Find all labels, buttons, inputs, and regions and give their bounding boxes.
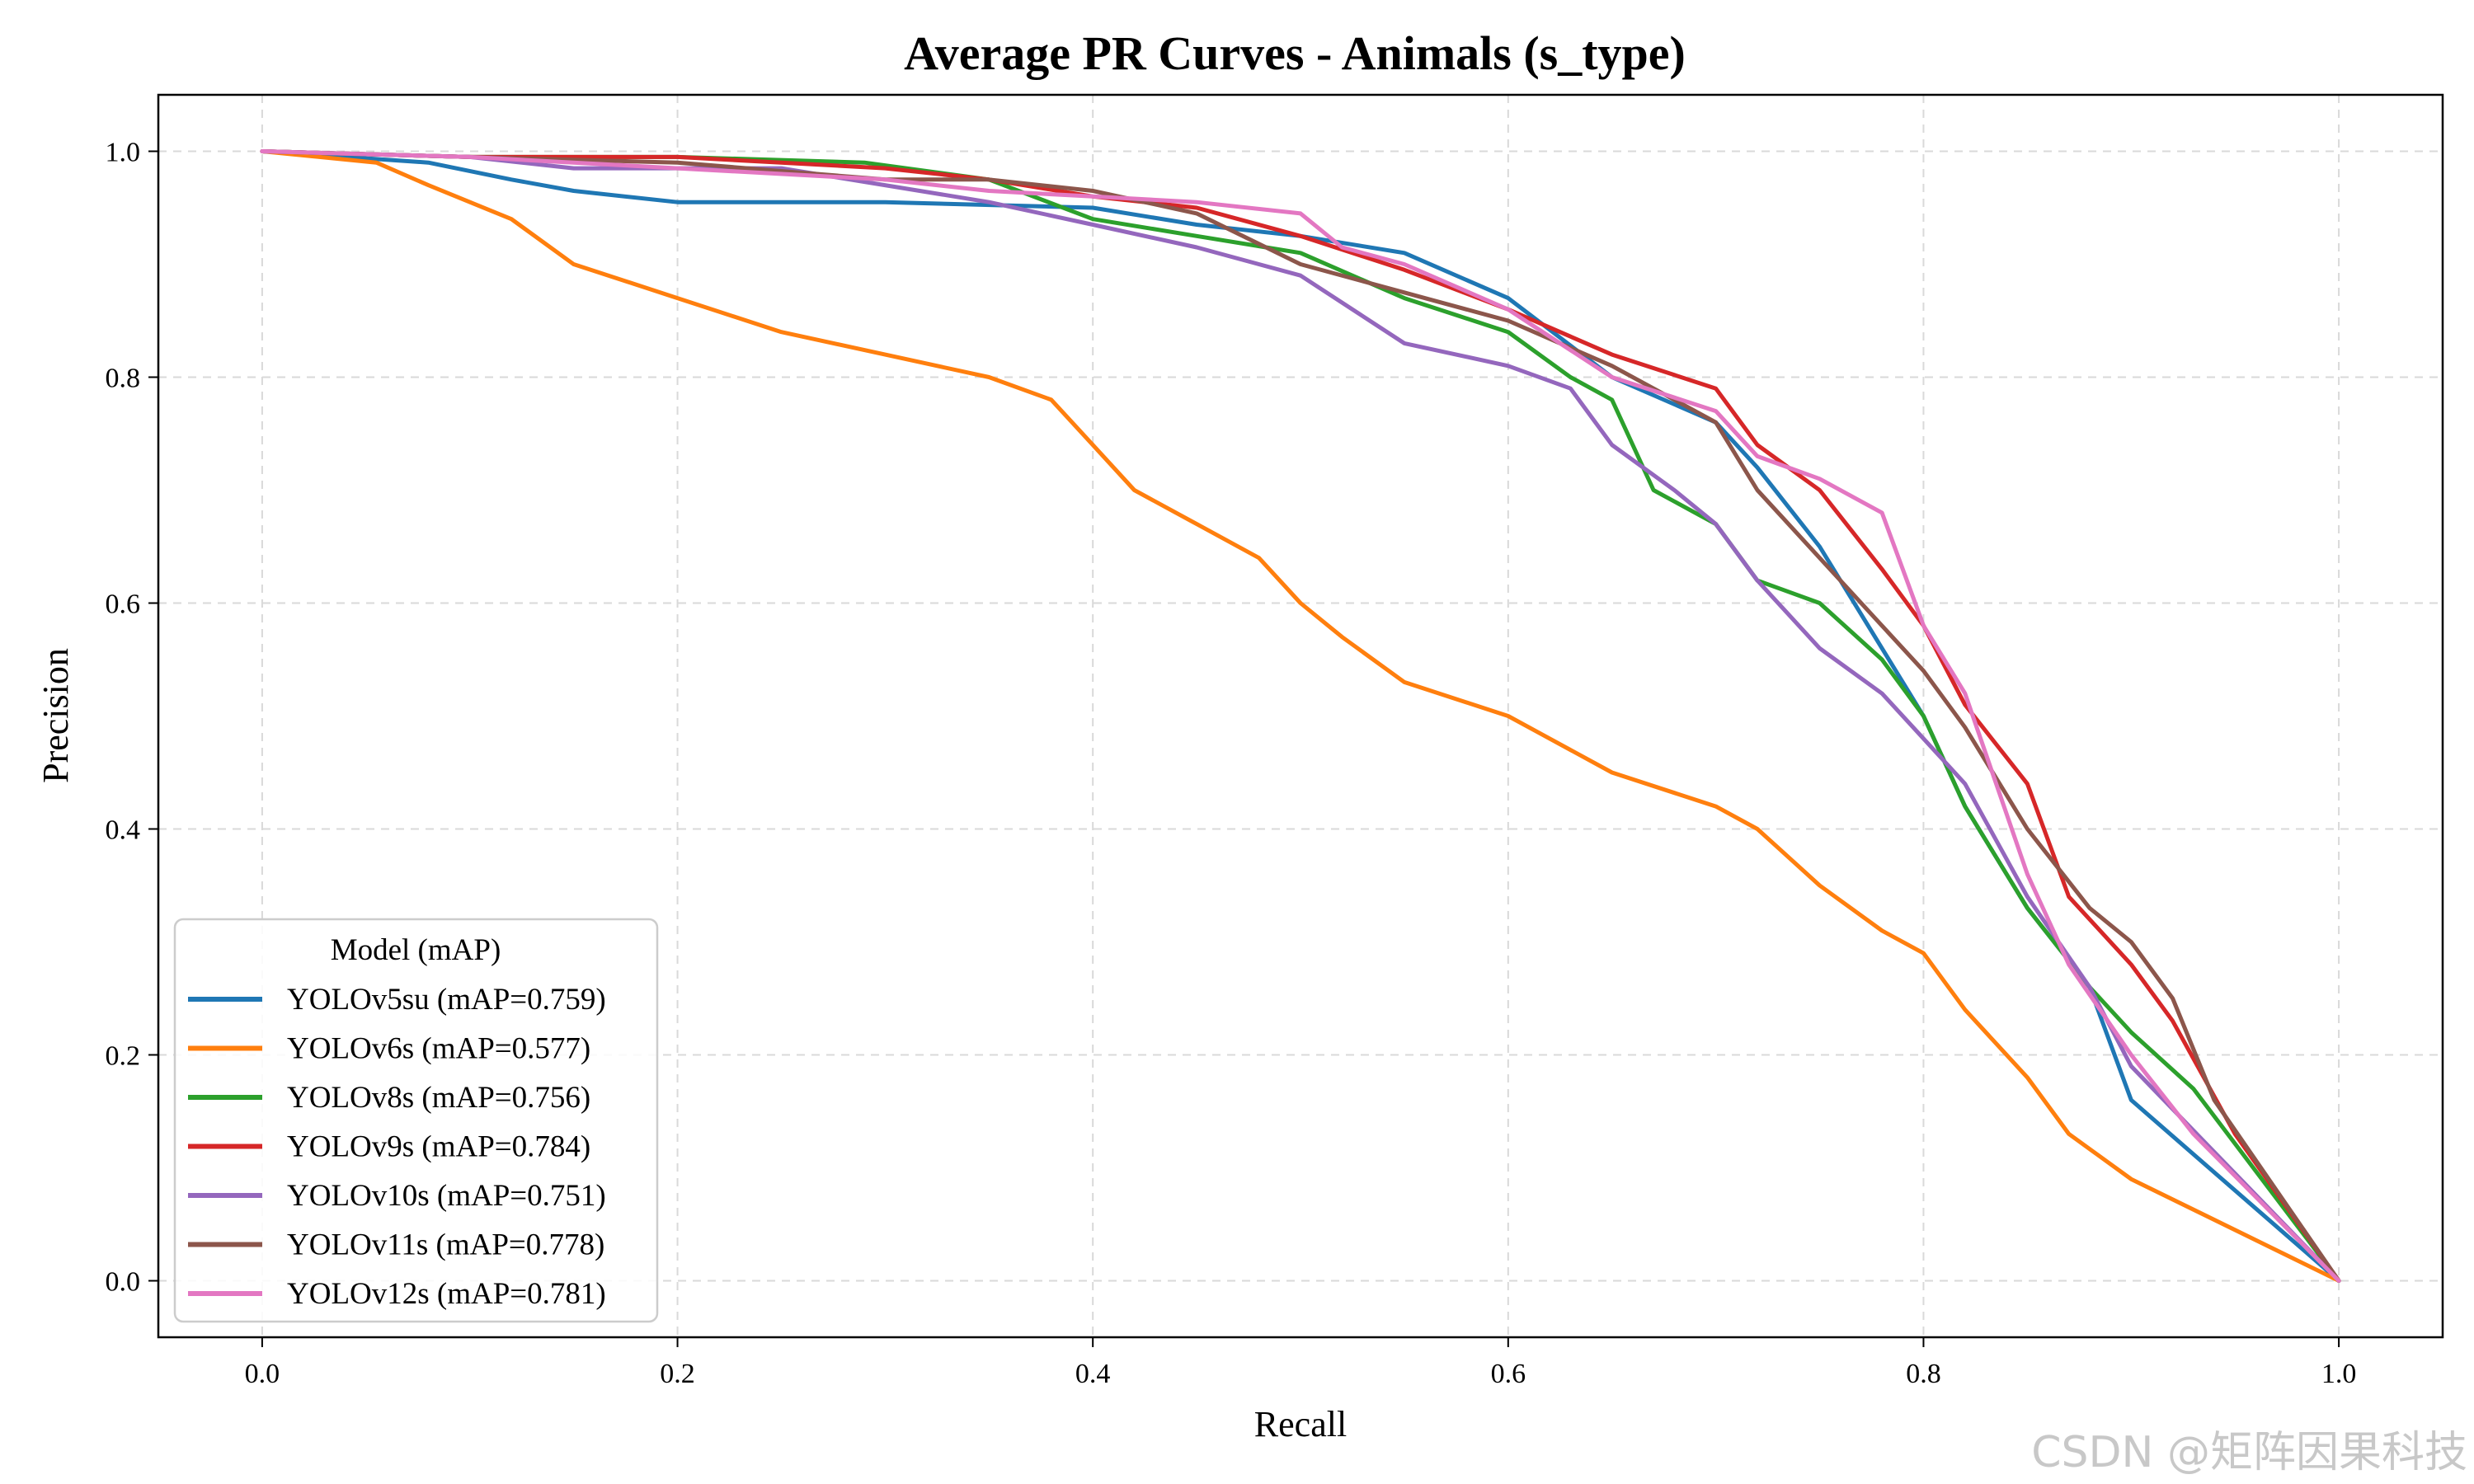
y-tick-label: 0.8 — [106, 364, 141, 394]
y-tick-label: 0.0 — [106, 1267, 141, 1298]
series-line-6 — [260, 149, 2341, 1283]
x-tick-label: 1.0 — [2321, 1359, 2357, 1389]
series-line-4 — [260, 149, 2341, 1283]
x-tick-label: 0.6 — [1491, 1359, 1526, 1389]
grid-lines — [158, 95, 2443, 1337]
legend-label-3: YOLOv8s (mAP=0.756) — [287, 1081, 590, 1115]
legend-entries: YOLOv5su (mAP=0.759) YOLOv6s (mAP=0.577) Y… — [188, 983, 606, 1311]
legend-label-5: YOLOv10s (mAP=0.751) — [287, 1179, 606, 1213]
series-layer — [260, 149, 2341, 1283]
legend-label-4: YOLOv9s (mAP=0.784) — [287, 1130, 590, 1164]
series-line-5 — [260, 149, 2341, 1283]
watermark: CSDN @矩阵因果科技 — [2031, 1428, 2467, 1477]
x-tick-label: 0.0 — [245, 1359, 280, 1389]
series-line-7 — [260, 149, 2341, 1283]
y-tick-label: 1.0 — [106, 138, 141, 168]
y-axis-label: Precision — [35, 648, 76, 783]
legend-title: Model (mAP) — [331, 933, 501, 967]
x-axis-label: Recall — [1254, 1404, 1347, 1444]
legend-label-6: YOLOv11s (mAP=0.778) — [287, 1228, 604, 1262]
x-tick-label: 0.8 — [1906, 1359, 1941, 1389]
legend-label-1: YOLOv5su (mAP=0.759) — [287, 983, 606, 1017]
x-tick-label: 0.2 — [660, 1359, 695, 1389]
y-tick-label: 0.4 — [106, 815, 141, 846]
x-tick-label: 0.4 — [1075, 1359, 1111, 1389]
y-tick-label: 0.6 — [106, 589, 141, 620]
legend-box — [173, 918, 659, 1323]
plot-area-frame — [157, 93, 2444, 1339]
legend-label-7: YOLOv12s (mAP=0.781) — [287, 1277, 606, 1311]
y-tick-label: 0.2 — [106, 1041, 141, 1072]
series-line-2 — [260, 149, 2341, 1283]
chart-title: Average PR Curves - Animals (s_type) — [904, 26, 1686, 80]
legend: Model (mAP) YOLOv5su (mAP=0.759) YOLOv6s … — [173, 918, 659, 1323]
legend-label-2: YOLOv6s (mAP=0.577) — [287, 1032, 590, 1066]
y-axis-ticks: 0.0 0.2 0.4 0.6 0.8 1.0 — [106, 138, 158, 1298]
x-axis-ticks: 0.0 0.2 0.4 0.6 0.8 1.0 — [245, 1337, 2357, 1389]
